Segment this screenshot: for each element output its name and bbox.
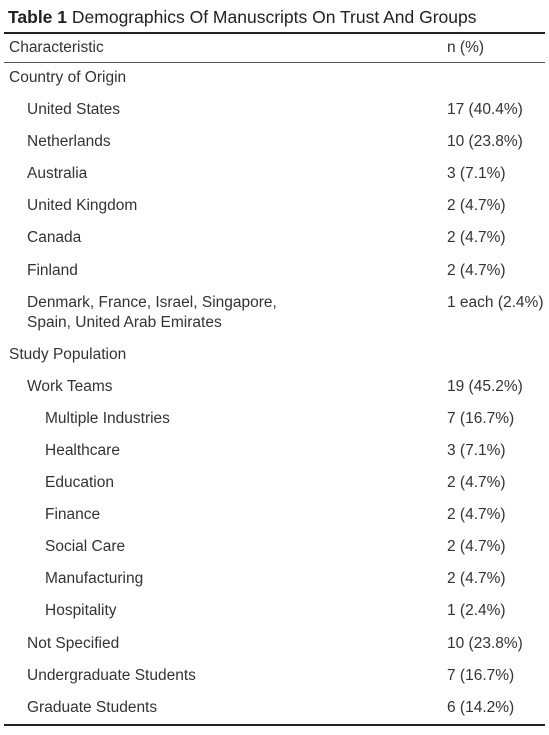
table-top-rule	[4, 32, 545, 34]
row-label: Education	[45, 474, 114, 492]
row-label: Healthcare	[45, 441, 120, 459]
row-label: Manufacturing	[45, 570, 144, 588]
row-label-line: Denmark, France, Israel, Singapore,	[27, 293, 277, 311]
column-header-n-percent: n (%)	[447, 39, 485, 56]
table-row: Not Specified 10 (23.8%)	[0, 632, 549, 664]
table-row: Multiple Industries 7 (16.7%)	[0, 407, 549, 439]
table-bottom-rule	[4, 724, 545, 726]
row-label: Undergraduate Students	[27, 666, 196, 684]
row-label: Graduate Students	[27, 698, 158, 716]
table-row: Study Population	[0, 343, 549, 375]
row-value: 7 (16.7%)	[447, 666, 515, 684]
row-value: 1 (2.4%)	[447, 602, 506, 620]
column-header-characteristic: Characteristic	[9, 39, 104, 56]
row-value: 2 (4.7%)	[447, 474, 506, 492]
row-label: Netherlands	[27, 133, 111, 151]
row-label: Work Teams	[27, 377, 113, 395]
table-row: United States 17 (40.4%)	[0, 98, 549, 130]
row-label: Multiple Industries	[45, 409, 170, 427]
row-label: United Kingdom	[27, 197, 138, 215]
table-row: Netherlands 10 (23.8%)	[0, 130, 549, 162]
row-label: United States	[27, 101, 121, 119]
row-label: Australia	[27, 165, 88, 183]
table-body: Country of Origin United States 17 (40.4…	[0, 66, 549, 728]
table-row: Undergraduate Students 7 (16.7%)	[0, 664, 549, 696]
row-label: Country of Origin	[9, 69, 127, 86]
row-label-line: Spain, United Arab Emirates	[27, 313, 222, 331]
row-label: Hospitality	[45, 602, 117, 620]
table-title: Demographics Of Manuscripts On Trust And…	[71, 7, 477, 27]
table-row: Canada 2 (4.7%)	[0, 226, 549, 258]
row-value: 2 (4.7%)	[447, 197, 506, 215]
table-row: Australia 3 (7.1%)	[0, 162, 549, 194]
table-number: Table 1	[8, 7, 68, 27]
table-row: Social Care 2 (4.7%)	[0, 535, 549, 567]
row-value: 2 (4.7%)	[447, 538, 506, 556]
row-value: 2 (4.7%)	[447, 570, 506, 588]
row-label: Denmark, France, Israel, Singapore, Spai…	[27, 293, 277, 333]
table-row: Manufacturing 2 (4.7%)	[0, 567, 549, 599]
table-row: Graduate Students 6 (14.2%)	[0, 696, 549, 728]
row-label: Social Care	[45, 538, 126, 556]
row-value: 19 (45.2%)	[447, 377, 523, 395]
table-row: Healthcare 3 (7.1%)	[0, 439, 549, 471]
table-row: Denmark, France, Israel, Singapore, Spai…	[0, 291, 549, 343]
row-value: 6 (14.2%)	[447, 698, 515, 716]
row-label: Finland	[27, 261, 78, 279]
table-row: Hospitality 1 (2.4%)	[0, 599, 549, 631]
row-value: 7 (16.7%)	[447, 409, 515, 427]
row-label: Finance	[45, 506, 101, 524]
table-row: Finland 2 (4.7%)	[0, 259, 549, 291]
row-label: Not Specified	[27, 634, 120, 652]
table-row: Work Teams 19 (45.2%)	[0, 375, 549, 407]
row-value: 3 (7.1%)	[447, 165, 506, 183]
row-label: Canada	[27, 229, 82, 247]
row-label: Study Population	[9, 345, 127, 363]
row-value: 1 each (2.4%)	[447, 293, 544, 311]
row-value: 2 (4.7%)	[447, 261, 506, 279]
row-value: 2 (4.7%)	[447, 506, 506, 524]
row-value: 17 (40.4%)	[447, 101, 523, 119]
row-value: 3 (7.1%)	[447, 441, 506, 459]
table-caption: Table 1 Demographics Of Manuscripts On T…	[8, 6, 477, 28]
table-row: Finance 2 (4.7%)	[0, 503, 549, 535]
row-value: 2 (4.7%)	[447, 229, 506, 247]
table-row: Country of Origin	[0, 66, 549, 98]
table-row: Education 2 (4.7%)	[0, 471, 549, 503]
row-value: 10 (23.8%)	[447, 634, 523, 652]
header-divider	[4, 62, 545, 63]
table-row: United Kingdom 2 (4.7%)	[0, 194, 549, 226]
row-value: 10 (23.8%)	[447, 133, 523, 151]
